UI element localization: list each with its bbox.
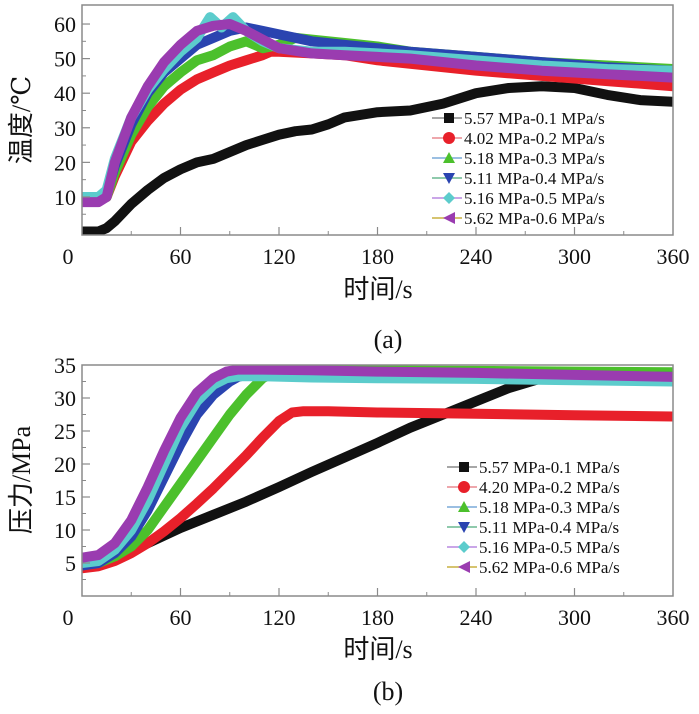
legend-label: 5.57 MPa-0.1 MPa/s [464, 109, 605, 128]
x-tick-label: 360 [657, 244, 690, 269]
y-tick-label: 60 [54, 12, 76, 37]
legend-label: 5.62 MPa-0.6 MPa/s [464, 209, 605, 228]
y-tick-label: 15 [54, 485, 76, 510]
legend-label: 5.11 MPa-0.4 MPa/s [464, 169, 604, 188]
x-tick-label: 300 [558, 244, 591, 269]
legend-marker-triangle-up-icon [458, 501, 470, 512]
x-tick-label: 60 [170, 244, 192, 269]
x-tick-label: 360 [657, 605, 690, 630]
legend-marker-diamond-icon [443, 192, 455, 204]
tick-layer: 0 60 120 180 240 300 360 5 10 15 20 25 30 35 [54, 353, 690, 630]
legend: 5.57 MPa-0.1 MPa/s4.20 MPa-0.2 MPa/s5.18… [447, 458, 620, 577]
x-tick-label: 240 [460, 244, 493, 269]
panel-b-pressure-chart: 0 60 120 180 240 300 360 5 10 15 20 25 30 35 压力/MPa 时… [7, 353, 690, 706]
x-tick-label: 0 [63, 244, 74, 269]
x-tick-label: 240 [460, 605, 493, 630]
x-tick-label: 60 [170, 605, 192, 630]
x-axis-title: 时间/s [343, 635, 412, 664]
legend-marker-triangle-left-icon [443, 212, 455, 224]
legend-item: 5.16 MPa-0.5 MPa/s [432, 189, 605, 208]
x-tick-label: 180 [361, 244, 394, 269]
y-tick-label: 10 [54, 518, 76, 543]
y-tick-label: 50 [54, 47, 76, 72]
legend-label: 5.57 MPa-0.1 MPa/s [479, 458, 620, 477]
legend-label: 5.11 MPa-0.4 MPa/s [479, 518, 619, 537]
x-tick-label: 120 [263, 605, 296, 630]
y-axis-title: 压力/MPa [7, 425, 36, 534]
legend-marker-circle-icon [443, 132, 455, 144]
y-tick-label: 5 [65, 551, 76, 576]
panel-a-temperature-chart: 0 60 120 180 240 300 360 10 20 30 40 50 60 温度/℃ 时间/s… [7, 4, 690, 354]
series-layer [82, 12, 673, 235]
legend-marker-square-icon [444, 113, 454, 123]
series-line-6 [82, 365, 673, 563]
legend-label: 4.02 MPa-0.2 MPa/s [464, 129, 605, 148]
legend-item: 5.57 MPa-0.1 MPa/s [432, 109, 605, 128]
legend-item: 5.16 MPa-0.5 MPa/s [447, 538, 620, 557]
y-axis-title: 温度/℃ [7, 76, 36, 164]
tick-layer: 0 60 120 180 240 300 360 10 20 30 40 50 60 [54, 12, 690, 269]
y-tick-label: 40 [54, 81, 76, 106]
series-line-6 [82, 19, 673, 208]
legend-label: 5.18 MPa-0.3 MPa/s [479, 498, 620, 517]
legend-marker-triangle-up-icon [443, 152, 455, 163]
x-tick-label: 0 [63, 605, 74, 630]
legend-marker-triangle-down-icon [458, 522, 470, 533]
legend-item: 4.02 MPa-0.2 MPa/s [432, 129, 605, 148]
legend-marker-circle-icon [458, 481, 470, 493]
legend-label: 5.62 MPa-0.6 MPa/s [479, 558, 620, 577]
legend-marker-triangle-down-icon [443, 173, 455, 184]
y-tick-label: 25 [54, 419, 76, 444]
legend-marker-triangle-left-icon [458, 561, 470, 573]
y-tick-label: 20 [54, 150, 76, 175]
y-tick-label: 35 [54, 353, 76, 378]
y-tick-label: 30 [54, 386, 76, 411]
legend-marker-square-icon [459, 462, 469, 472]
x-tick-label: 300 [558, 605, 591, 630]
legend-item: 4.20 MPa-0.2 MPa/s [447, 478, 620, 497]
legend-item: 5.18 MPa-0.3 MPa/s [447, 498, 620, 517]
legend-marker-diamond-icon [458, 541, 470, 553]
legend-label: 5.18 MPa-0.3 MPa/s [464, 149, 605, 168]
legend-label: 5.16 MPa-0.5 MPa/s [479, 538, 620, 557]
legend-item: 5.62 MPa-0.6 MPa/s [432, 209, 605, 228]
legend-item: 5.18 MPa-0.3 MPa/s [432, 149, 605, 168]
panel-label: (b) [373, 677, 403, 706]
legend-item: 5.11 MPa-0.4 MPa/s [447, 518, 619, 537]
x-tick-label: 180 [361, 605, 394, 630]
x-axis-title: 时间/s [343, 275, 412, 304]
legend-item: 5.62 MPa-0.6 MPa/s [447, 558, 620, 577]
legend: 5.57 MPa-0.1 MPa/s4.02 MPa-0.2 MPa/s5.18… [432, 109, 605, 228]
y-tick-label: 10 [54, 185, 76, 210]
legend-label: 5.16 MPa-0.5 MPa/s [464, 189, 605, 208]
legend-item: 5.57 MPa-0.1 MPa/s [447, 458, 620, 477]
y-tick-label: 30 [54, 116, 76, 141]
y-tick-label: 20 [54, 452, 76, 477]
legend-label: 4.20 MPa-0.2 MPa/s [479, 478, 620, 497]
series-layer [82, 365, 673, 574]
series-line-2 [82, 406, 673, 574]
series-line-1 [82, 81, 673, 235]
x-tick-label: 120 [263, 244, 296, 269]
legend-item: 5.11 MPa-0.4 MPa/s [432, 169, 604, 188]
panel-label: (a) [374, 325, 403, 354]
